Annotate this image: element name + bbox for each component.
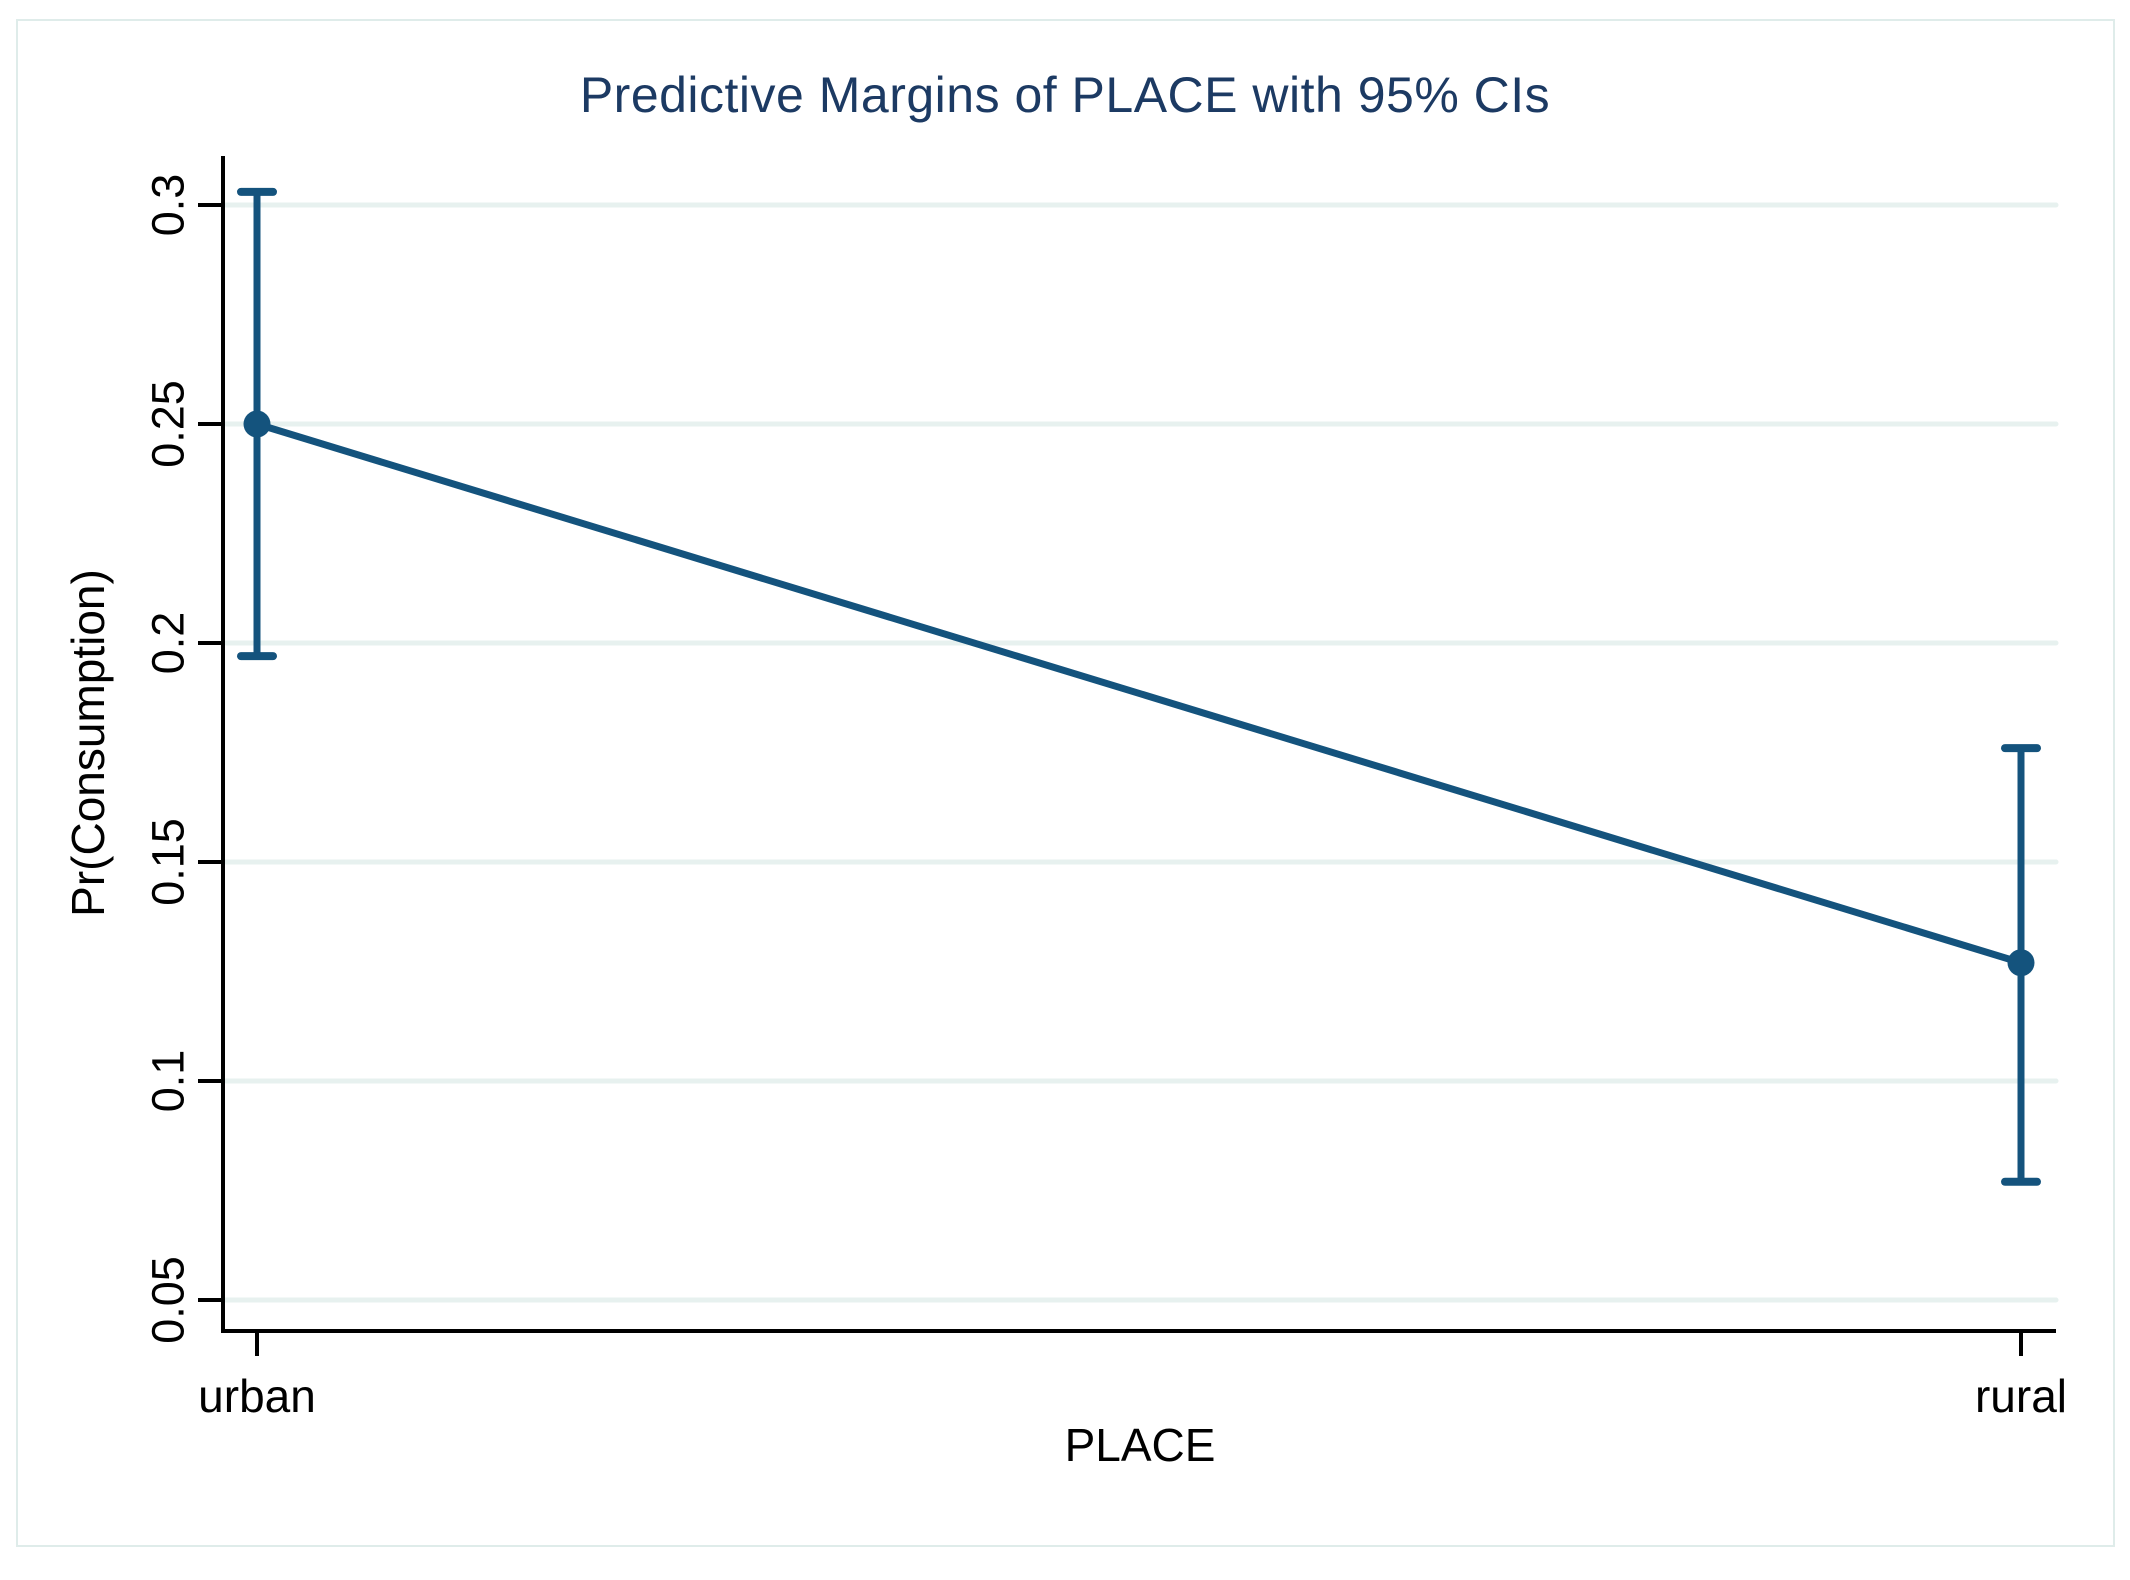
y-tick-label: 0.05 xyxy=(143,1256,194,1344)
x-tick-label-rural: rural xyxy=(1975,1370,2067,1422)
x-axis-title: PLACE xyxy=(1064,1419,1216,1471)
chart-title: Predictive Margins of PLACE with 95% CIs xyxy=(579,67,1551,123)
y-tick-label: 0.25 xyxy=(143,380,194,468)
data-point-rural xyxy=(2007,949,2035,977)
y-tick-label: 0.2 xyxy=(143,612,194,675)
y-tick-label: 0.15 xyxy=(143,818,194,906)
series-line xyxy=(255,420,2023,967)
x-tick-label-urban: urban xyxy=(198,1370,316,1422)
y-tick-label: 0.1 xyxy=(143,1050,194,1113)
y-tick-label: 0.3 xyxy=(143,174,194,237)
data-point-urban xyxy=(243,410,271,438)
